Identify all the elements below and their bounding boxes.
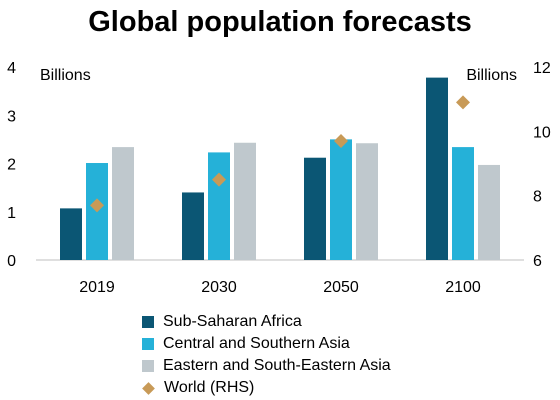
legend-swatch-eastern-se-asia [142,360,154,372]
legend-item: Eastern and South-Eastern Asia [142,355,391,377]
x-tick-label: 2019 [79,279,115,296]
bar-sub-saharan-africa-2050 [304,157,326,260]
world-marker-2050 [334,133,348,148]
y-right-tick-label: 12 [533,60,551,77]
chart-title: Global population forecasts [88,6,472,38]
legend-label: Eastern and South-Eastern Asia [163,357,391,374]
y-left-unit-label: Billions [40,67,91,84]
x-tick-label: 2030 [201,279,237,296]
y-right-tick-label: 10 [533,124,551,141]
legend-swatch-sub-saharan-africa [142,316,154,328]
y-left-tick-label: 0 [7,253,16,270]
bar-eastern-and-south-eastern-asia-2030 [234,142,256,260]
bar-eastern-and-south-eastern-asia-2019 [112,147,134,260]
x-tick-label: 2100 [445,279,481,296]
y-right-unit-label: Billions [466,67,517,84]
legend-swatch-central-southern-asia [142,338,154,350]
world-marker-2019 [90,198,104,213]
bar-central-and-southern-asia-2100 [452,147,474,260]
x-tick-label: 2050 [323,279,359,296]
legend-label: Central and Southern Asia [163,335,350,352]
legend-label: World (RHS) [164,379,255,396]
legend-item: Central and Southern Asia [142,333,391,355]
bar-eastern-and-south-eastern-asia-2050 [356,143,378,260]
y-left-tick-label: 2 [7,157,16,174]
y-right-tick-label: 8 [533,189,542,206]
bar-sub-saharan-africa-2100 [426,77,448,261]
bar-eastern-and-south-eastern-asia-2100 [478,164,500,260]
y-left-tick-label: 3 [7,108,16,125]
world-marker-2030 [212,172,226,187]
legend-diamond-world [142,381,155,395]
bar-central-and-southern-asia-2050 [330,139,352,260]
legend-label: Sub-Saharan Africa [163,313,302,330]
y-left-tick-label: 1 [7,205,16,222]
bar-central-and-southern-asia-2030 [208,152,230,260]
chart-legend: Sub-Saharan Africa Central and Southern … [142,311,391,399]
legend-item: Sub-Saharan Africa [142,311,391,333]
world-marker-2100 [456,95,470,110]
bar-sub-saharan-africa-2030 [182,192,204,260]
legend-item: World (RHS) [142,377,391,399]
bar-sub-saharan-africa-2019 [60,208,82,260]
y-left-tick-label: 4 [7,60,16,77]
y-right-tick-label: 6 [533,253,542,270]
